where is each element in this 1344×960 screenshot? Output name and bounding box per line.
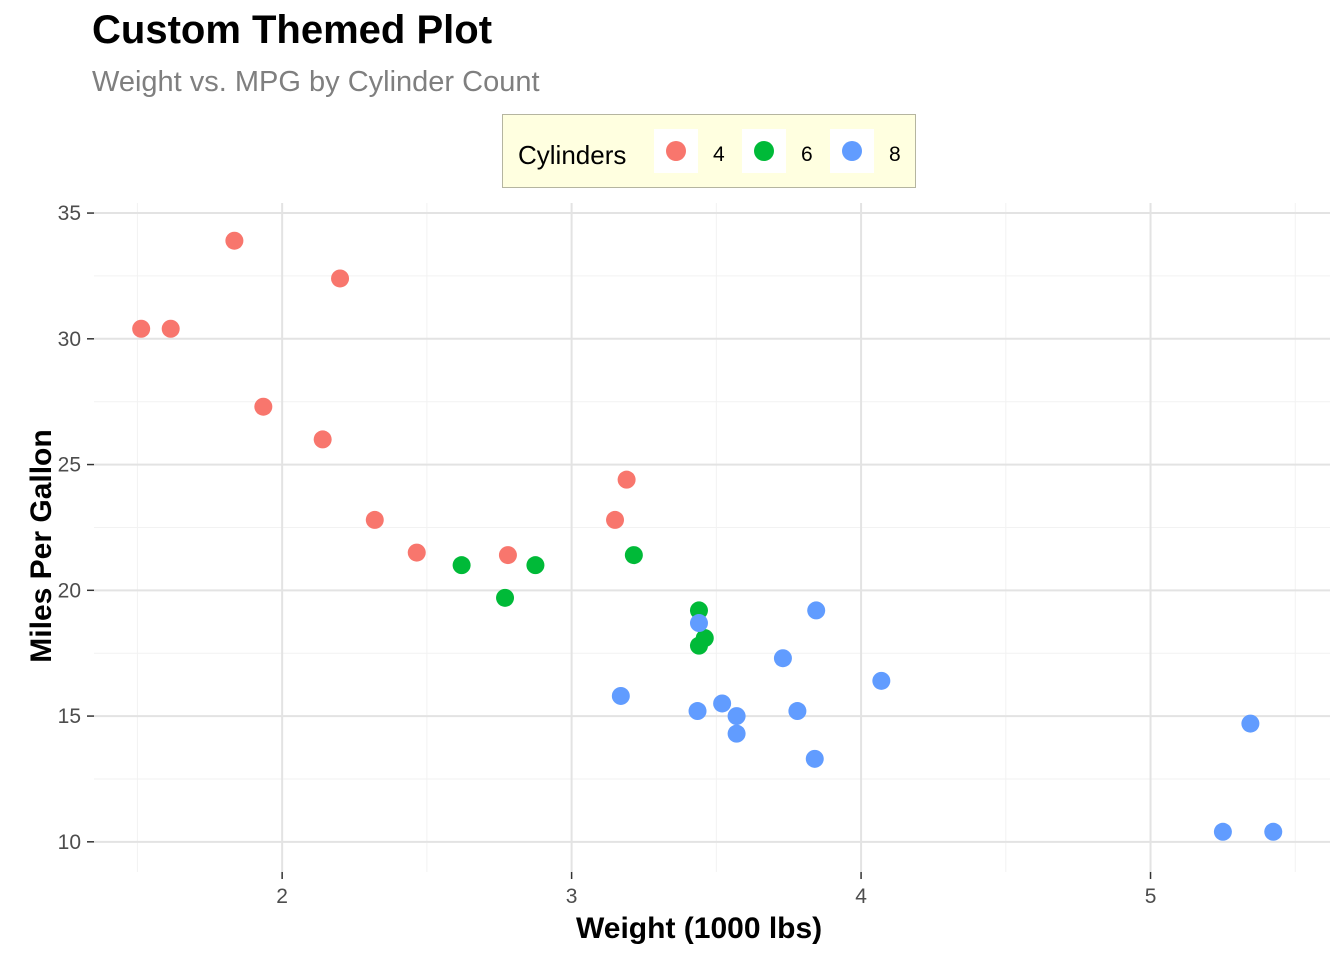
y-tick-label: 20: [58, 579, 81, 602]
data-point-cyl-4: [407, 543, 426, 562]
data-point-cyl-8: [1264, 822, 1283, 841]
y-tick-label: 10: [58, 831, 81, 854]
data-point-cyl-6: [689, 601, 708, 620]
data-point-cyl-4: [498, 546, 517, 565]
data-point-cyl-8: [689, 614, 708, 633]
y-tick-label: 35: [58, 202, 81, 225]
legend-swatch-6: [754, 141, 774, 161]
x-tick-label: 4: [855, 885, 867, 908]
data-point-cyl-8: [788, 702, 807, 721]
data-point-cyl-4: [617, 470, 636, 489]
legend-key-6: [742, 129, 786, 173]
data-point-cyl-6: [624, 546, 643, 565]
data-point-cyl-4: [254, 397, 273, 416]
data-point-cyl-4: [365, 510, 384, 529]
data-point-cyl-4: [132, 319, 151, 338]
data-points: [132, 231, 1283, 841]
data-point-cyl-8: [713, 694, 732, 713]
minor-gridlines: [94, 203, 1330, 872]
chart-title: Custom Themed Plot: [92, 8, 493, 52]
chart-subtitle: Weight vs. MPG by Cylinder Count: [92, 66, 540, 98]
x-tick-label: 3: [566, 885, 578, 908]
data-point-cyl-4: [606, 510, 625, 529]
data-point-cyl-8: [1213, 822, 1232, 841]
legend-label-8: 8: [889, 143, 901, 166]
data-point-cyl-4: [313, 430, 332, 449]
data-point-cyl-8: [773, 649, 792, 668]
data-point-cyl-8: [1241, 714, 1260, 733]
x-axis-title: Weight (1000 lbs): [576, 912, 823, 945]
data-point-cyl-8: [872, 671, 891, 690]
legend-label-6: 6: [801, 143, 813, 166]
data-point-cyl-8: [688, 702, 707, 721]
y-axis-title: Miles Per Gallon: [25, 429, 58, 663]
data-point-cyl-6: [452, 556, 471, 575]
data-point-cyl-8: [727, 707, 746, 726]
legend-swatch-4: [666, 141, 686, 161]
axis-ticks: 2 3 4 5 10 15 20 25 30 35: [58, 202, 1157, 908]
legend-title: Cylinders: [518, 140, 627, 170]
y-tick-label: 15: [58, 705, 81, 728]
legend-swatch-8: [842, 141, 862, 161]
y-tick-label: 25: [58, 454, 81, 477]
x-tick-label: 2: [276, 885, 288, 908]
legend-key-8: [830, 129, 874, 173]
data-point-cyl-8: [611, 686, 630, 705]
legend-label-4: 4: [713, 143, 725, 166]
data-point-cyl-6: [526, 556, 545, 575]
data-point-cyl-6: [689, 636, 708, 655]
y-tick-label: 30: [58, 328, 81, 351]
data-point-cyl-4: [331, 269, 350, 288]
legend-key-4: [654, 129, 698, 173]
major-gridlines: [94, 203, 1330, 872]
data-point-cyl-6: [496, 588, 515, 607]
data-point-cyl-4: [225, 231, 244, 250]
data-point-cyl-8: [807, 601, 826, 620]
data-point-cyl-8: [727, 724, 746, 743]
data-point-cyl-8: [805, 749, 824, 768]
legend: Cylinders 4 6 8: [502, 114, 916, 188]
x-tick-label: 5: [1145, 885, 1157, 908]
data-point-cyl-4: [161, 319, 180, 338]
